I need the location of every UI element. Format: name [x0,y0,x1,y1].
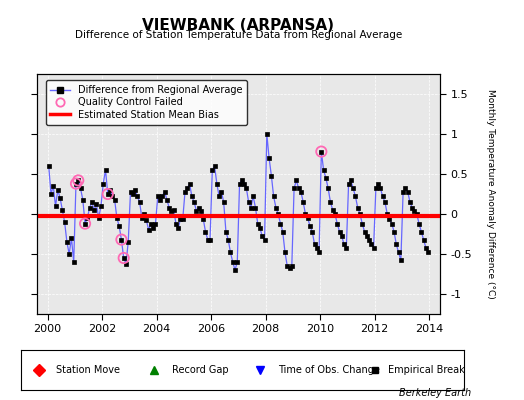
Text: Record Gap: Record Gap [171,365,228,375]
Text: Time of Obs. Change: Time of Obs. Change [278,365,380,375]
Text: Difference of Station Temperature Data from Regional Average: Difference of Station Temperature Data f… [75,30,402,40]
Text: VIEWBANK (ARPANSA): VIEWBANK (ARPANSA) [143,18,334,33]
Point [74,177,82,184]
Text: Station Move: Station Move [57,365,121,375]
Point [117,236,126,243]
Point [104,191,112,197]
Text: Empirical Break: Empirical Break [388,365,465,375]
Y-axis label: Monthly Temperature Anomaly Difference (°C): Monthly Temperature Anomaly Difference (… [486,89,495,299]
Point [81,220,89,227]
Legend: Difference from Regional Average, Quality Control Failed, Estimated Station Mean: Difference from Regional Average, Qualit… [46,80,247,125]
Text: Berkeley Earth: Berkeley Earth [399,388,472,398]
Point [119,255,128,261]
Point [317,148,325,155]
Point [72,180,80,187]
